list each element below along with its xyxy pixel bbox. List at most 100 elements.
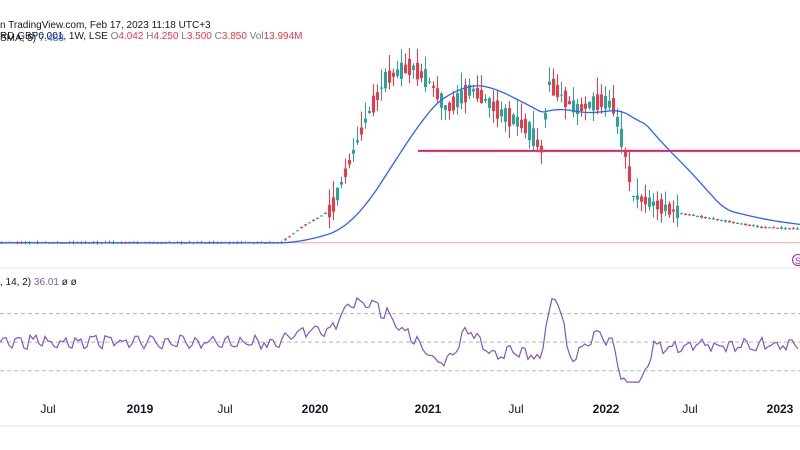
candle-body [288,236,291,238]
candle-body [784,227,787,229]
candle-body [492,101,495,111]
candle-body [340,181,343,185]
rsi-legend-value: 36.01 [33,277,59,288]
candle-body [424,69,427,88]
candle-body [764,227,767,229]
candle-body [696,216,699,218]
candle-body [760,227,763,229]
candle-body [560,94,563,96]
candle-body [568,101,571,105]
candle-body [476,88,479,99]
candle-body [584,103,587,109]
candle-body [796,228,799,230]
candle-body [480,90,483,104]
low-label: L [181,31,187,42]
x-tick-label: Jul [682,402,697,416]
candle-body [432,85,435,88]
header-source: n TradingView.com, Feb 17, 2023 11:18 UT… [0,20,211,31]
close-value: 3.850 [221,31,247,42]
candle-body [416,62,419,80]
candle-body [284,239,287,241]
candle-body [728,221,731,223]
candle-body [716,219,719,221]
candle-body [668,203,671,215]
rsi-legend-label: , 14, 2) [0,277,32,288]
candle-body [708,218,711,220]
x-tick-label: Jul [40,402,55,416]
candle-body [544,113,547,120]
candle-body [616,116,619,127]
candle-body [684,213,687,215]
candle-body [676,205,679,218]
candle-body [348,159,351,165]
candle-body [736,222,739,224]
candle-body [520,119,523,129]
candle-body [660,199,663,214]
sma-legend-label: SMA, 5) [0,33,37,44]
candle-body [488,98,491,109]
candle-body [524,118,527,134]
candle-body [512,114,515,125]
high-value: 4.250 [153,31,179,42]
candle-body [444,105,447,110]
symbol-label: RD GBP0.001, 1W, LSE [0,31,108,42]
candle-body [484,98,487,101]
candle-body [688,214,691,216]
candle-body [452,96,455,111]
candle-body [740,223,743,225]
candle-body [344,168,347,177]
candle-body [328,204,331,218]
candle-body [640,196,643,202]
candle-body [292,233,295,235]
candle-body [744,223,747,226]
candle-body [612,98,615,114]
candle-body [592,96,595,111]
candle-body [572,100,575,113]
candle-body [792,228,795,230]
candle-body [336,187,339,201]
candle-body [412,65,415,71]
candle-body [772,227,775,229]
candle-body [656,200,659,210]
candle-body [528,122,531,141]
candle-body [364,118,367,123]
candle-body [376,92,379,100]
candle-body [372,95,375,113]
candle-body [368,111,371,113]
candle-body [692,214,695,216]
candle-body [456,93,459,108]
candle-body [464,84,467,103]
x-tick-label: 2020 [302,402,329,416]
x-tick-label: Jul [508,402,523,416]
volume-label: Vol [249,31,264,42]
rsi-line [0,296,799,383]
candle-body [508,108,511,127]
open-value: 4.042 [118,31,144,42]
symbol-marker-icon[interactable]: S [792,254,800,266]
candle-body [296,230,299,232]
x-tick-label: 2023 [767,402,794,416]
candle-body [720,220,723,222]
candle-body [776,227,779,229]
sma-line [0,85,800,244]
candle-body [632,195,635,197]
candle-body [304,224,307,226]
candle-body [608,100,611,108]
candle-body [648,197,651,207]
candle-body [308,222,311,224]
candle-body [356,140,359,143]
candle-body [316,217,319,219]
candle-body [596,94,599,110]
candle-body [580,104,583,111]
candle-body [588,101,591,108]
x-tick-label: 2019 [127,402,154,416]
candle-body [704,216,707,219]
candle-body [636,195,639,200]
x-tick-label: Jul [217,402,232,416]
candle-body [324,212,327,214]
low-value: 3.500 [186,31,212,42]
candle-body [420,71,423,79]
candle-body [468,84,471,96]
candle-body [536,139,539,147]
